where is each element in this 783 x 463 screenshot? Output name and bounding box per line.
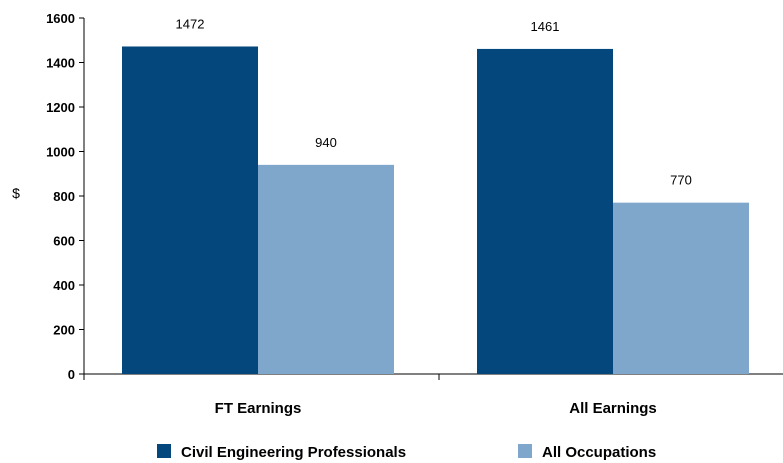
y-tick-label: 0 [68, 367, 75, 382]
y-axis-label: $ [12, 185, 20, 201]
y-tick-label: 1600 [46, 11, 75, 26]
bar [258, 164, 394, 374]
legend-label: Civil Engineering Professionals [181, 444, 406, 461]
x-category-label: FT Earnings [215, 400, 302, 417]
y-tick-label: 200 [53, 323, 75, 338]
y-tick-label: 600 [53, 234, 75, 249]
data-labels: 1472 940 1461 770 [176, 16, 692, 187]
legend-label: All Occupations [542, 444, 656, 461]
data-label: 1461 [531, 19, 560, 34]
y-tick-label: 1400 [46, 56, 75, 71]
y-axis: 0 200 400 600 800 1000 1200 1400 1600 [46, 11, 85, 382]
y-tick-label: 800 [53, 189, 75, 204]
y-tick-label: 1200 [46, 100, 75, 115]
legend: Civil Engineering Professionals All Occup… [157, 444, 656, 461]
legend-swatch [157, 444, 171, 458]
x-category-label: All Earnings [569, 400, 657, 417]
bar [122, 46, 258, 374]
x-axis: FT Earnings All Earnings [83, 373, 783, 417]
bar [613, 202, 749, 374]
legend-swatch [518, 444, 532, 458]
y-tick-label: 400 [53, 278, 75, 293]
data-label: 1472 [176, 16, 205, 31]
data-label: 940 [315, 135, 337, 150]
bar [477, 48, 613, 375]
data-label: 770 [670, 173, 692, 188]
bars [122, 46, 749, 375]
y-tick-label: 1000 [46, 145, 75, 160]
